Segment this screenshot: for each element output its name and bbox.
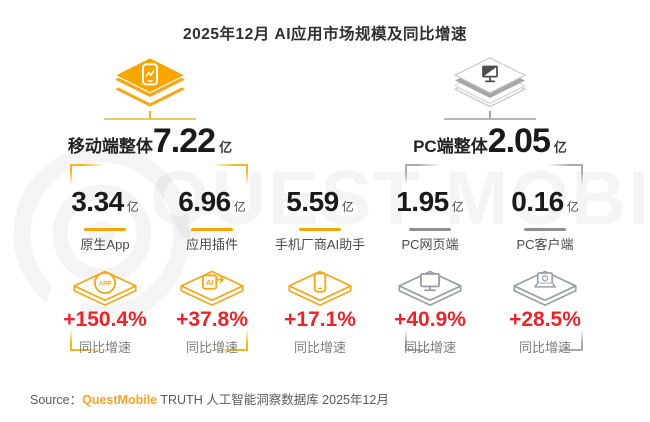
metric-value: 0.16	[511, 186, 564, 217]
growth-value: +17.1%	[284, 308, 356, 331]
growth-value: +37.8%	[176, 308, 248, 331]
mobile-highlight-frame	[70, 164, 248, 351]
pc-headline: PC端整体 2.05 亿	[395, 122, 585, 161]
metric-value: 6.96	[178, 186, 231, 217]
mobile-headline-unit: 亿	[219, 140, 233, 155]
mobile-headline: 移动端整体 7.22 亿	[55, 122, 245, 161]
growth-caption: 同比增速	[293, 340, 346, 355]
pc-headline-unit: 亿	[553, 140, 567, 155]
metric-unit: 亿	[126, 200, 139, 214]
mobile-device-cube-icon	[113, 57, 187, 107]
brand-watermark-text: QUEST MOBILE	[150, 156, 650, 241]
mobile-overview-block: 移动端整体 7.22 亿	[55, 56, 245, 161]
metric-label: 手机厂商AI助手	[274, 237, 366, 252]
app-badge-plate-icon: APP	[73, 270, 137, 306]
source-prefix: Source：	[30, 393, 83, 407]
page-title: 2025年12月 AI应用市场规模及同比增速	[182, 26, 468, 43]
mobile-headline-label: 移动端整体	[67, 137, 153, 156]
hero-rule	[444, 118, 536, 120]
smartphone-plate-icon	[288, 270, 352, 306]
mobile-headline-value: 7.22	[152, 122, 216, 160]
metric-column-pc-web: 1.95 亿 PC网页端 +40.9% 同比增速	[368, 186, 492, 356]
metric-unit: 亿	[341, 200, 354, 214]
metric-rule	[299, 228, 341, 231]
hero-rule	[104, 118, 196, 120]
metric-column-pc-client: 0.16 亿 PC客户端 +28.5% 同比增速	[483, 186, 607, 356]
growth-caption: 同比增速	[403, 340, 456, 355]
metric-column-phone-vendor-assistant: 5.59 亿 手机厂商AI助手 +17.1% 同比增速	[258, 186, 382, 356]
source-suffix: TRUTH 人工智能洞察数据库 2025年12月	[157, 393, 389, 407]
metric-unit: 亿	[233, 200, 246, 214]
svg-text:APP: APP	[99, 280, 112, 287]
growth-caption: 同比增速	[518, 340, 571, 355]
connector-line	[489, 111, 491, 118]
metric-rule	[84, 228, 126, 231]
metric-label: PC客户端	[516, 237, 574, 252]
growth-value: +40.9%	[394, 308, 466, 331]
metric-label: PC网页端	[401, 237, 459, 252]
pc-overview-block: PC端整体 2.05 亿	[395, 56, 585, 161]
metric-unit: 亿	[451, 200, 464, 214]
metric-rule	[524, 228, 566, 231]
connector-line	[149, 111, 151, 118]
metric-rule	[409, 228, 451, 231]
growth-value: +150.4%	[63, 308, 147, 331]
growth-value: +28.5%	[509, 308, 581, 331]
laptop-plate-icon	[513, 270, 577, 306]
metric-label: 原生App	[80, 237, 130, 252]
metric-unit: 亿	[566, 200, 579, 214]
metric-rule	[191, 228, 233, 231]
growth-caption: 同比增速	[185, 340, 238, 355]
monitor-plate-icon	[398, 270, 462, 306]
metric-label: 应用插件	[185, 237, 238, 252]
pc-headline-label: PC端整体	[413, 137, 488, 156]
metric-value: 5.59	[286, 186, 339, 217]
source-brand: QuestMobile	[82, 393, 158, 407]
metric-column-native-app: 3.34 亿 原生App APP +150.4% 同比增速	[43, 186, 167, 356]
ai-plugin-plate-icon: AI	[180, 270, 244, 306]
pc-highlight-frame	[405, 164, 583, 351]
metric-column-app-plugin: 6.96 亿 应用插件 AI +37.8% 同比增速	[150, 186, 274, 356]
growth-caption: 同比增速	[78, 340, 131, 355]
source-line: Source：QuestMobile TRUTH 人工智能洞察数据库 2025年…	[30, 389, 389, 408]
pc-monitor-cube-icon	[453, 57, 527, 108]
metric-value: 3.34	[71, 186, 124, 217]
svg-text:AI: AI	[206, 278, 214, 287]
pc-headline-value: 2.05	[487, 122, 551, 160]
metric-value: 1.95	[396, 186, 449, 217]
